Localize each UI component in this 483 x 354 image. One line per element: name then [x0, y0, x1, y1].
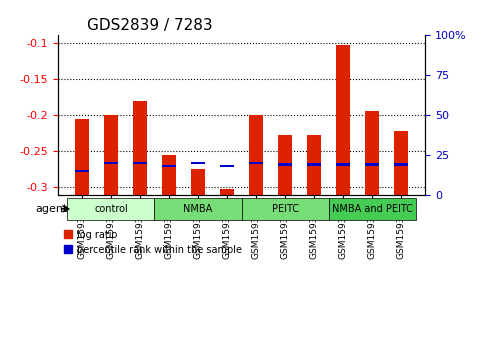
Bar: [191, 169, 205, 195]
Text: PEITC: PEITC: [271, 204, 298, 214]
Text: control: control: [94, 204, 128, 214]
Bar: [278, 163, 292, 166]
Text: NMBA: NMBA: [184, 204, 213, 214]
Bar: [133, 101, 147, 195]
Legend: log ratio, percentile rank within the sample: log ratio, percentile rank within the sa…: [63, 230, 242, 255]
FancyBboxPatch shape: [155, 198, 242, 220]
Bar: [365, 163, 379, 166]
Bar: [104, 162, 118, 164]
Bar: [249, 115, 263, 195]
Bar: [336, 45, 350, 195]
FancyBboxPatch shape: [68, 198, 155, 220]
FancyBboxPatch shape: [242, 198, 328, 220]
FancyBboxPatch shape: [328, 198, 415, 220]
Bar: [365, 112, 379, 195]
Text: NMBA and PEITC: NMBA and PEITC: [332, 204, 412, 214]
Bar: [249, 162, 263, 164]
Bar: [75, 119, 89, 195]
Bar: [133, 162, 147, 164]
Text: agent: agent: [35, 204, 68, 214]
Bar: [220, 165, 234, 167]
Bar: [307, 163, 321, 166]
Bar: [162, 165, 176, 167]
Bar: [336, 163, 350, 166]
Text: GDS2839 / 7283: GDS2839 / 7283: [87, 18, 213, 33]
Bar: [75, 170, 89, 172]
Bar: [394, 131, 408, 195]
Bar: [162, 155, 176, 195]
Bar: [104, 115, 118, 195]
Bar: [278, 135, 292, 195]
Bar: [220, 189, 234, 195]
Bar: [191, 162, 205, 164]
Bar: [394, 163, 408, 166]
Bar: [307, 135, 321, 195]
